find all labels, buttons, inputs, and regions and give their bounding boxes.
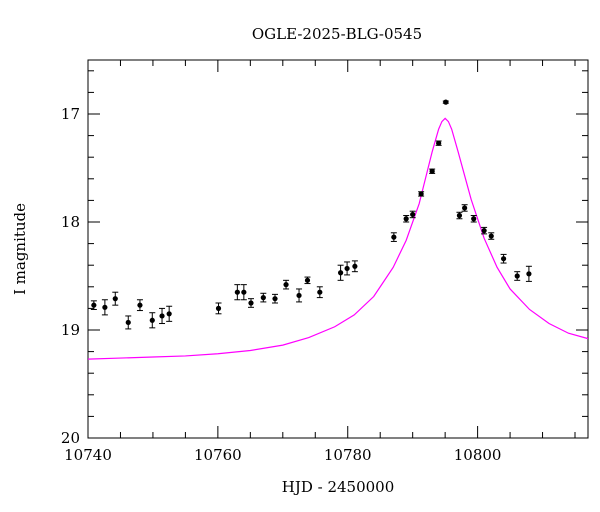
data-point (351, 260, 358, 273)
data-point (234, 284, 241, 301)
point-marker (418, 191, 424, 197)
point-marker (272, 296, 278, 302)
point-marker (337, 270, 344, 276)
data-point (149, 312, 156, 329)
data-point (296, 288, 303, 303)
data-point (136, 299, 143, 312)
data-point (112, 291, 119, 306)
data-point (159, 307, 166, 325)
data-point (240, 284, 247, 301)
point-marker (471, 216, 477, 222)
point-marker (500, 256, 507, 262)
point-marker (317, 289, 323, 295)
point-marker (344, 265, 350, 272)
y-tick-label: 20 (61, 429, 80, 447)
point-marker (260, 295, 266, 301)
y-tick-label: 18 (61, 213, 80, 231)
point-marker (481, 228, 487, 234)
data-point (435, 140, 442, 146)
axis-ticks (87, 60, 588, 439)
point-marker (149, 317, 155, 323)
data-point (514, 271, 521, 281)
point-marker (283, 282, 289, 288)
tick-labels: 10740 10760 10780 10800 17 18 19 20 (61, 105, 502, 464)
point-marker (159, 313, 165, 319)
data-point (442, 99, 449, 105)
data-point (390, 232, 397, 242)
point-marker (102, 304, 108, 310)
x-tick-label: 10780 (324, 446, 372, 464)
data-point (418, 191, 425, 197)
data-point (166, 305, 173, 322)
data-point (260, 292, 267, 303)
y-tick-label: 17 (61, 105, 80, 123)
point-marker (304, 277, 311, 283)
point-marker (462, 205, 468, 211)
plot-frame (87, 59, 589, 439)
x-tick-label: 10740 (64, 446, 112, 464)
data-point (488, 232, 495, 240)
chart-title: OGLE-2025-BLG-0545 (252, 25, 422, 43)
point-marker (137, 302, 143, 308)
point-marker (443, 99, 449, 105)
point-marker (91, 302, 97, 308)
point-marker (166, 311, 172, 317)
data-point (470, 215, 477, 223)
data-point (316, 286, 323, 299)
y-axis-label: I magnitude (11, 203, 29, 295)
point-marker (410, 211, 416, 218)
point-marker (514, 273, 520, 279)
data-point (215, 302, 222, 315)
data-point (101, 299, 108, 316)
point-marker (391, 234, 397, 240)
point-marker (296, 292, 302, 299)
data-point (429, 168, 436, 174)
data-point (272, 293, 279, 304)
point-marker (241, 289, 247, 295)
data-point (461, 204, 468, 212)
point-marker (352, 263, 358, 269)
data-point (283, 279, 290, 290)
point-marker (234, 289, 240, 295)
x-axis-label: HJD - 2450000 (282, 478, 395, 496)
x-tick-label: 10800 (454, 446, 502, 464)
point-marker (125, 319, 131, 326)
data-point (337, 264, 344, 281)
y-tick-label: 19 (61, 321, 80, 339)
model-curve (87, 117, 589, 360)
data-point (456, 211, 463, 220)
data-point (125, 315, 132, 330)
data-point (344, 261, 351, 276)
data-point (247, 298, 254, 308)
point-marker (488, 233, 494, 239)
data-point (525, 265, 532, 282)
data-points (90, 99, 532, 330)
data-point (304, 276, 311, 285)
data-point (481, 226, 488, 235)
data-point (403, 215, 410, 223)
point-marker (429, 168, 435, 174)
point-marker (215, 305, 222, 311)
point-marker (248, 300, 254, 306)
data-point (409, 210, 416, 219)
point-marker (456, 212, 463, 219)
data-point (90, 300, 97, 310)
point-marker (436, 140, 442, 146)
point-marker (112, 296, 118, 302)
point-marker (526, 271, 532, 277)
point-marker (403, 216, 409, 222)
x-tick-label: 10760 (194, 446, 242, 464)
data-point (500, 253, 507, 264)
